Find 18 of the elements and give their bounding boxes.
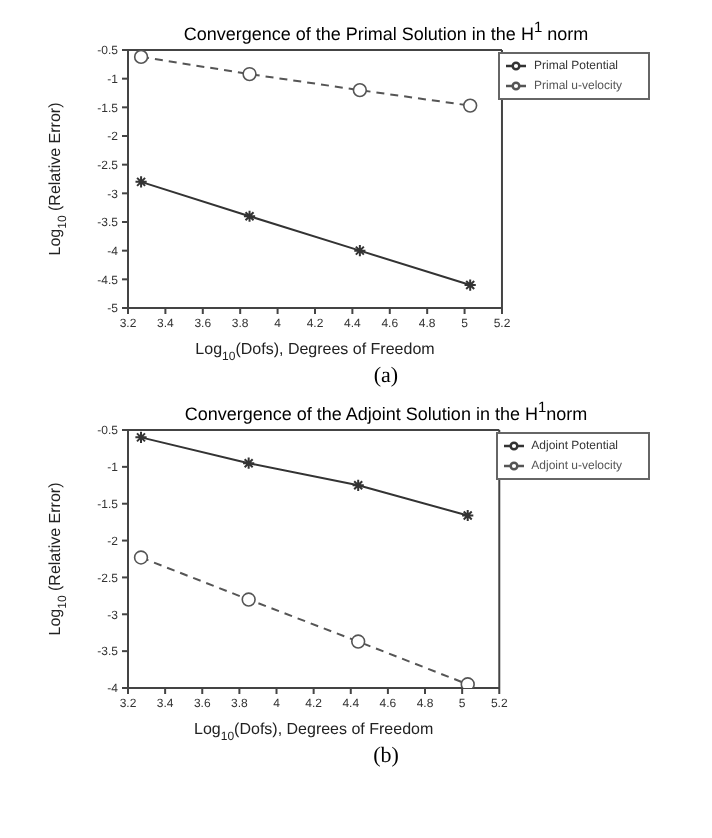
point: [242, 456, 256, 470]
x-axis-title: Log$_{10}$(Dofs), Degrees of Freedom: [194, 720, 434, 744]
point: [351, 478, 365, 492]
text: (a): [371, 364, 401, 392]
point: [462, 98, 478, 113]
point: [353, 244, 367, 258]
point: [133, 550, 149, 565]
point: [242, 209, 257, 223]
point: [460, 677, 475, 688]
point: [133, 50, 149, 65]
chart-title: Convergence of the Adjoint Solution in the H$^{1}$norm: [182, 396, 590, 424]
point: [241, 592, 256, 607]
x-axis-title: Log$_{10}$(Dofs), Degrees of Freedom: [195, 340, 436, 364]
chart-title: Convergence of the Primal Solution in the H$^{1}$ norm: [181, 16, 591, 44]
text: (b): [371, 744, 401, 772]
point: [352, 82, 368, 98]
point: [350, 634, 366, 649]
point: [242, 66, 257, 82]
